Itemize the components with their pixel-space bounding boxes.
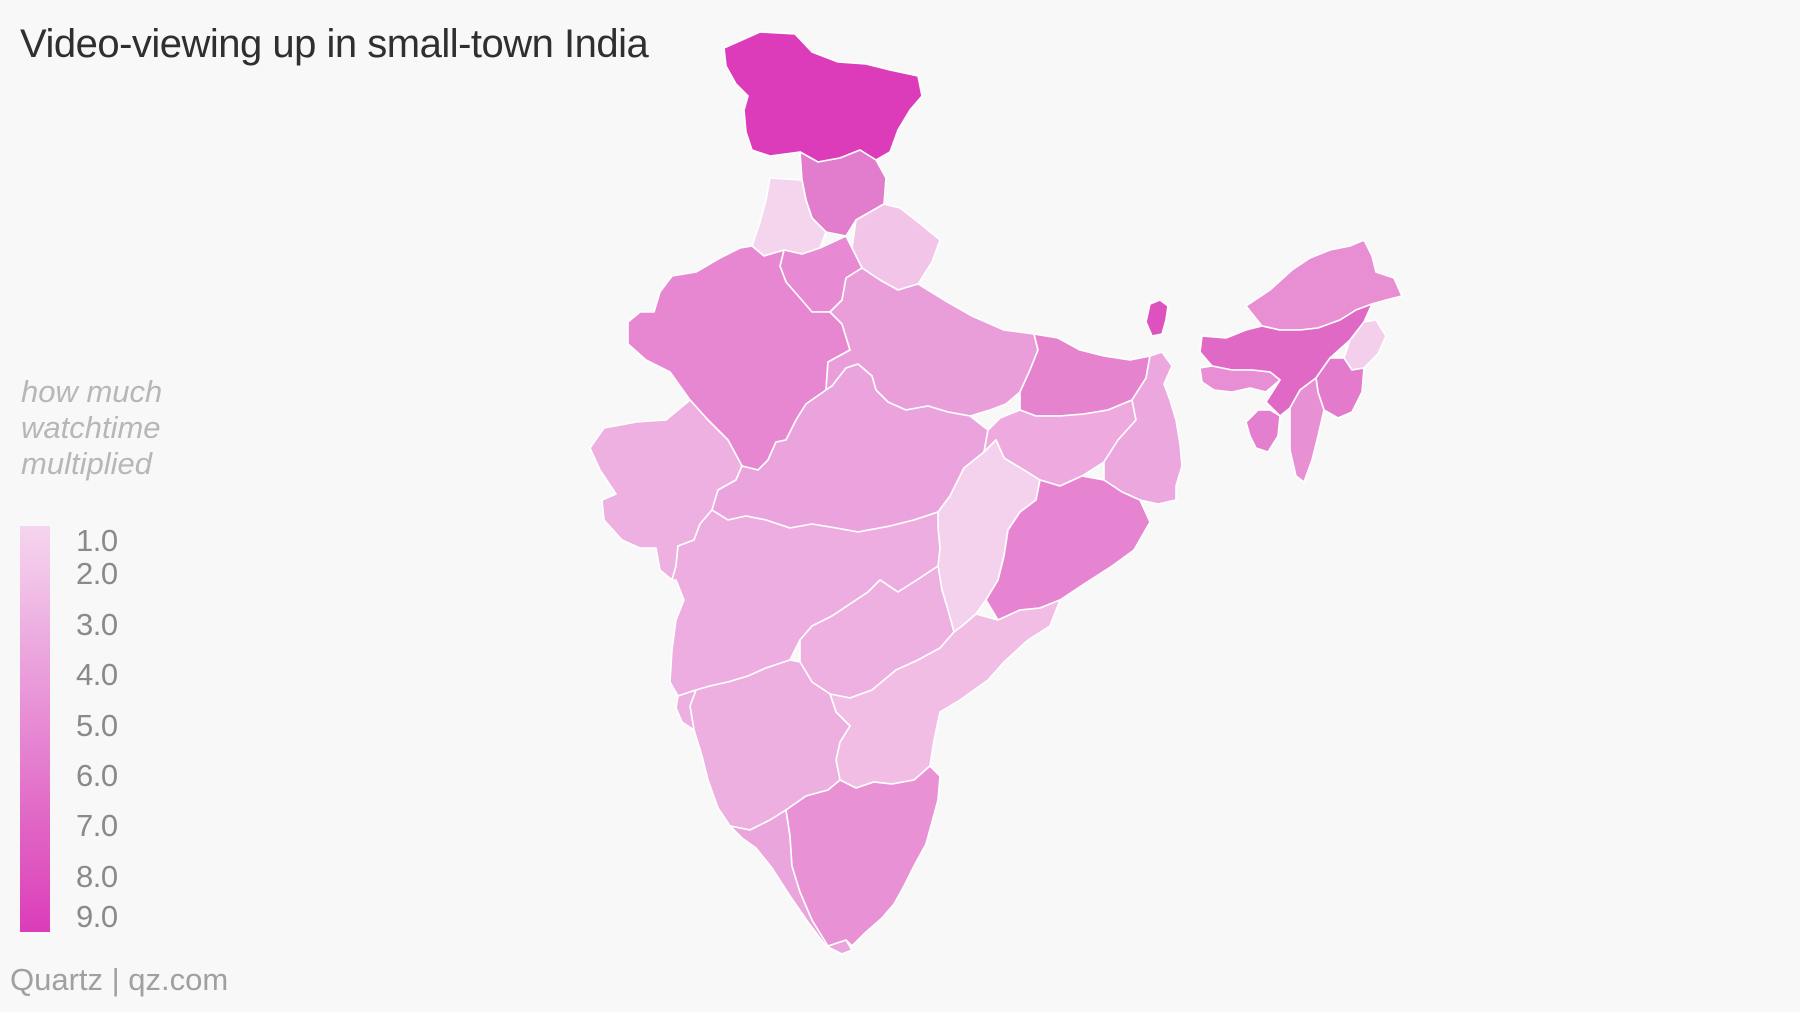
legend-label: 3.0 [76, 607, 118, 642]
legend-swatch [20, 576, 50, 626]
legend-swatch [20, 676, 50, 727]
legend-color-scale: 1.0 2.0 3.0 4.0 5.0 6.0 7.0 8.0 9.0 [20, 525, 118, 932]
legend-label: 8.0 [76, 859, 118, 894]
legend-label: 7.0 [76, 808, 118, 843]
region-tamil-nadu[interactable] [785, 765, 941, 947]
map-title: Video-viewing up in small-town India [20, 22, 649, 66]
legend-swatch [20, 777, 50, 827]
region-sikkim[interactable] [1145, 299, 1169, 337]
legend-swatch [20, 827, 50, 877]
legend-label: 5.0 [76, 708, 118, 743]
legend-title: how much watchtime multiplied [21, 374, 162, 482]
region-arunachal-pradesh[interactable] [1245, 239, 1403, 331]
legend-swatch [20, 877, 50, 932]
legend-title-line: watchtime [21, 410, 161, 445]
legend-label: 1.0 [76, 523, 118, 558]
legend-label: 6.0 [76, 758, 118, 793]
region-west-bengal[interactable] [1103, 351, 1183, 505]
legend-label: 4.0 [76, 657, 118, 692]
legend-label: 9.0 [76, 899, 118, 934]
legend-swatch [20, 727, 50, 777]
source-credit: Quartz | qz.com [10, 962, 229, 997]
region-meghalaya[interactable] [1199, 365, 1281, 393]
legend-title-line: how much [21, 374, 163, 409]
region-jammu-kashmir[interactable] [723, 31, 923, 163]
legend-swatch [20, 626, 50, 676]
legend-swatch [20, 526, 50, 576]
legend-label: 2.0 [76, 556, 118, 591]
region-goa[interactable] [675, 689, 697, 731]
legend-title-line: multiplied [21, 446, 152, 481]
region-tripura[interactable] [1245, 409, 1281, 453]
region-mizoram[interactable] [1289, 377, 1325, 483]
